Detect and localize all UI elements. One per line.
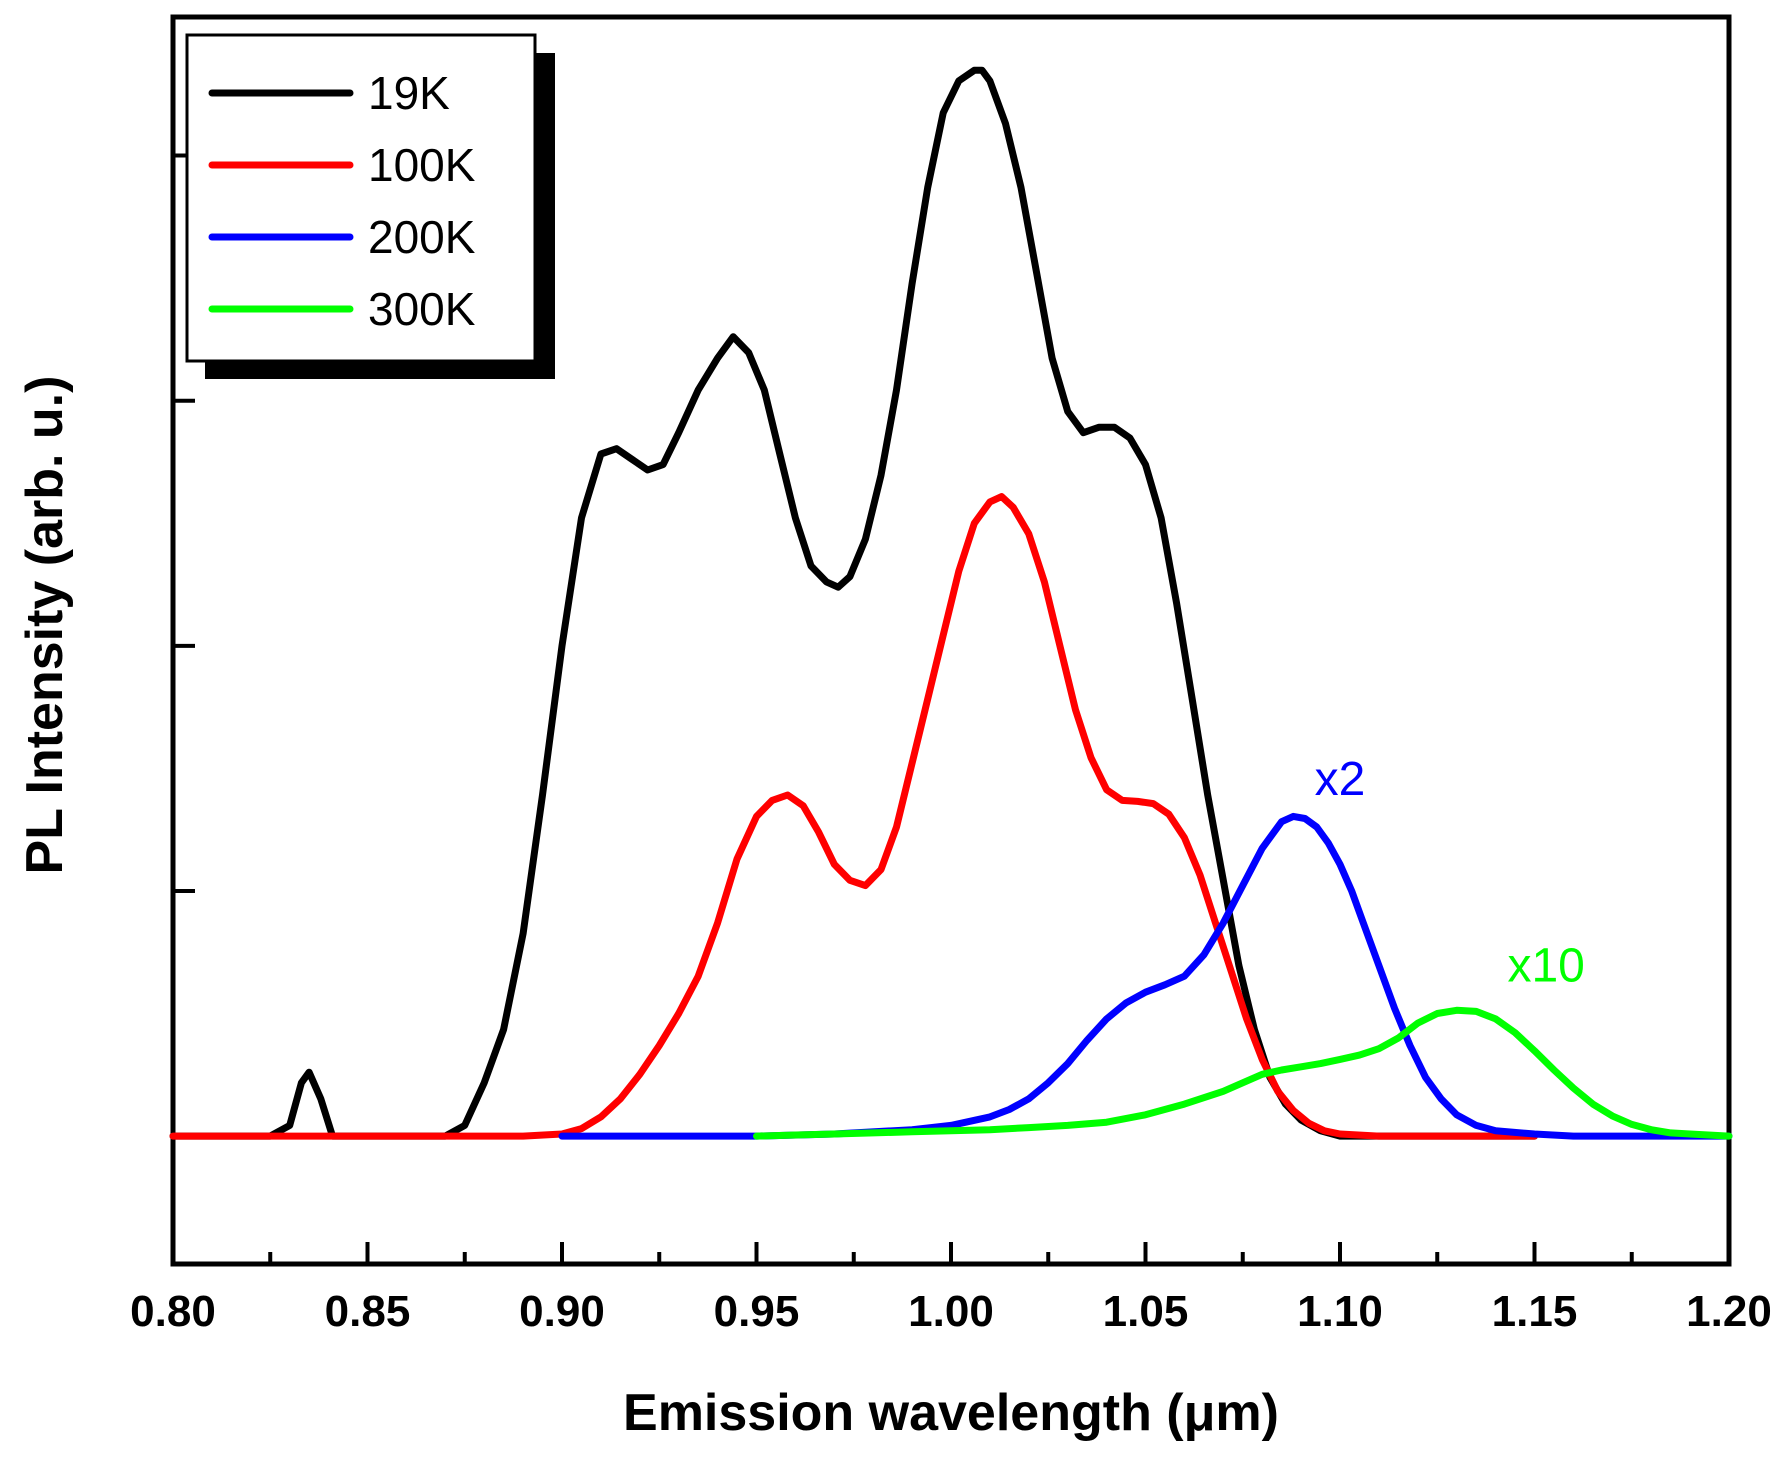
x-tick-label: 0.80 [130,1287,216,1336]
legend-label-19K: 19K [368,67,450,119]
series-layer [169,66,1733,1140]
series-line-200K [558,812,1733,1140]
x-tick-label: 1.20 [1686,1287,1772,1336]
annotation-layer: x2 x10 [1315,753,1585,993]
axis-ticks: 0.80 0.85 0.90 0.95 1.00 1.05 1.10 1.15 1.20 [130,153,1772,1336]
series-line-300K [753,1006,1733,1140]
scale-annotation: x2 [1315,753,1366,806]
x-tick-label: 0.85 [325,1287,411,1336]
scale-annotation: x10 [1507,940,1584,993]
x-tick-label: 1.00 [908,1287,994,1336]
x-tick-label: 1.10 [1297,1287,1383,1336]
legend-label-300K: 300K [368,283,476,335]
x-tick-label: 0.95 [714,1287,800,1336]
legend-items: 19K 100K 200K 300K [208,67,476,335]
x-tick-label: 1.05 [1103,1287,1189,1336]
x-tick-label: 0.90 [519,1287,605,1336]
legend-label-200K: 200K [368,211,476,263]
y-axis-title: PL Intensity (arb. u.) [16,376,74,875]
x-tick-label: 1.15 [1492,1287,1578,1336]
series-line-19K [169,66,1538,1140]
series-line-100K [169,493,1538,1140]
legend: 19K 100K 200K 300K [185,33,555,379]
x-axis-title: Emission wavelength (μm) [623,1384,1279,1442]
legend-label-100K: 100K [368,139,476,191]
